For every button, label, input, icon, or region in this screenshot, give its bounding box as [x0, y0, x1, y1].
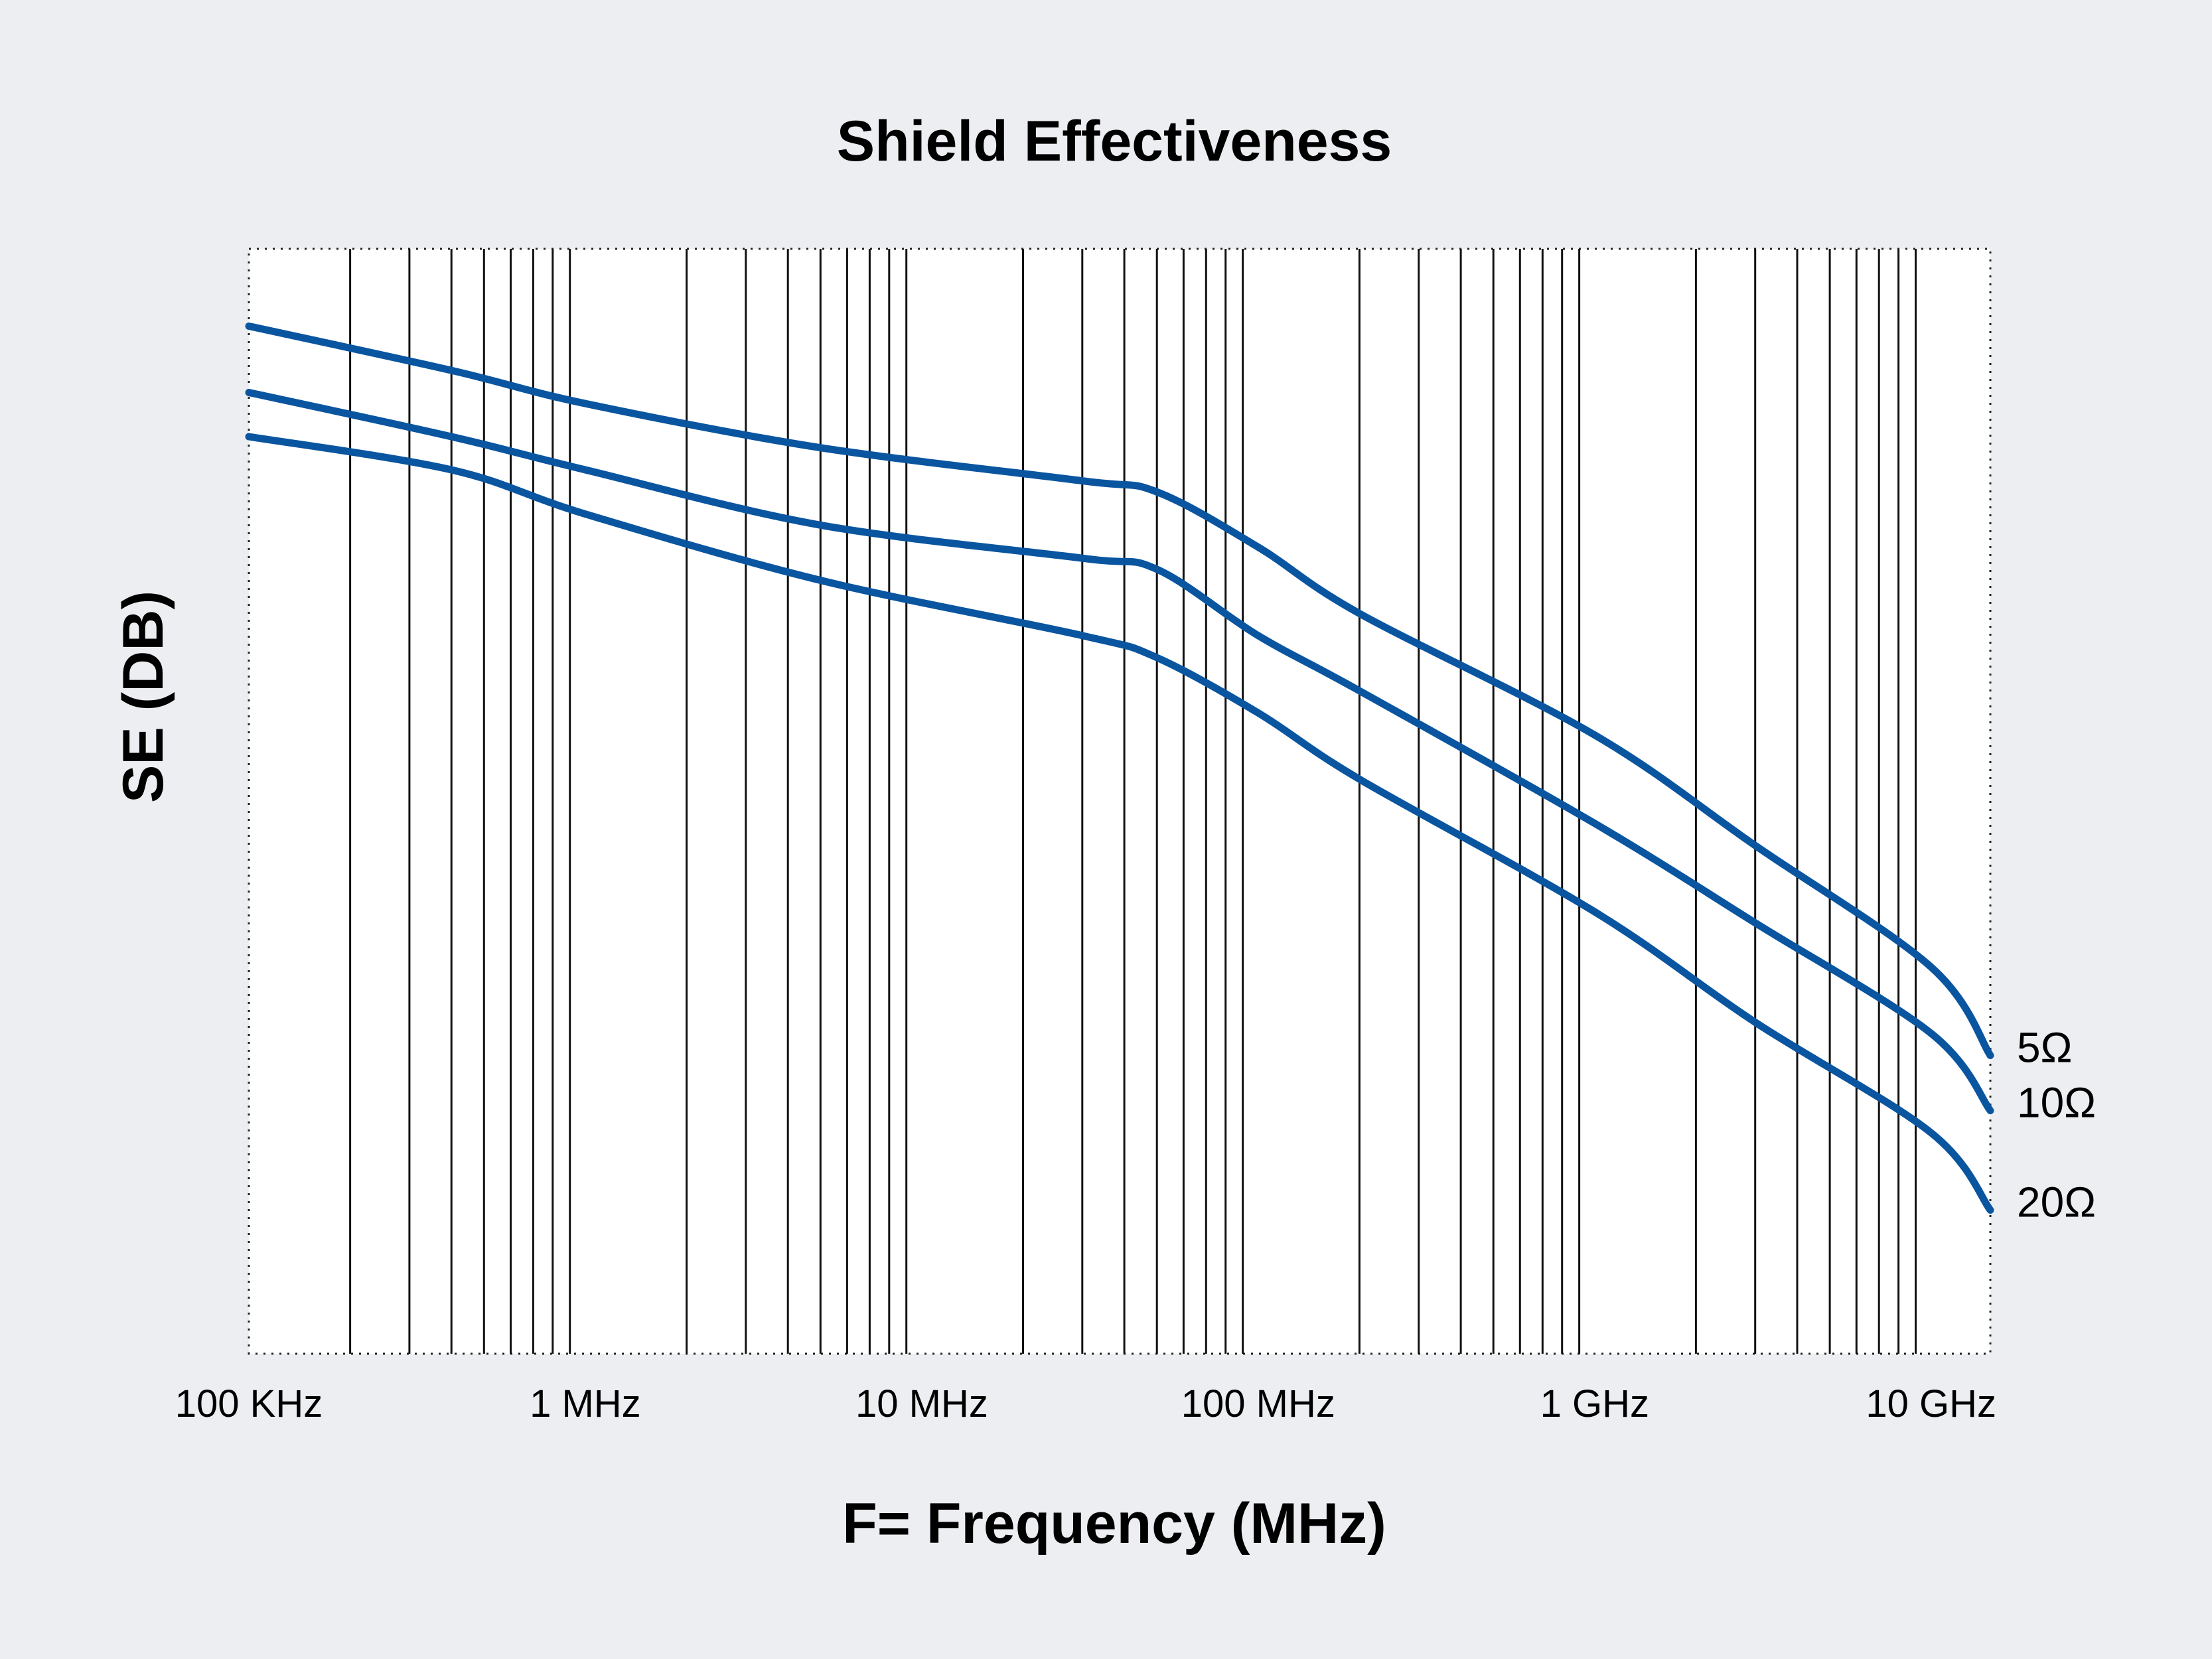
- series-lines: [245, 323, 1994, 1214]
- series-label: 10Ω: [2017, 1079, 2096, 1127]
- x-axis-label: F= Frequency (MHz): [842, 1492, 1386, 1555]
- y-axis-label: SE (DB): [111, 591, 175, 803]
- chart-title: Shield Effectiveness: [837, 109, 1392, 173]
- x-tick-label: 1 MHz: [530, 1382, 641, 1425]
- plot-area: [248, 248, 1992, 1355]
- x-tick-label: 10 GHz: [1866, 1382, 1996, 1425]
- series-labels: 5Ω 10Ω 20Ω: [2017, 1024, 2096, 1226]
- series-label: 5Ω: [2017, 1024, 2072, 1072]
- series-line: [245, 323, 1994, 1059]
- x-tick-label: 100 MHz: [1181, 1382, 1335, 1425]
- x-tick-labels: 100 KHz 1 MHz 10 MHz 100 MHz 1 GHz 10 GHz: [175, 1382, 1996, 1425]
- series-label: 20Ω: [2017, 1179, 2096, 1226]
- x-tick-label: 1 GHz: [1540, 1382, 1649, 1425]
- series-line: [245, 389, 1994, 1115]
- x-tick-label: 10 MHz: [855, 1382, 988, 1425]
- series-line: [245, 433, 1994, 1214]
- x-tick-label: 100 KHz: [175, 1382, 323, 1425]
